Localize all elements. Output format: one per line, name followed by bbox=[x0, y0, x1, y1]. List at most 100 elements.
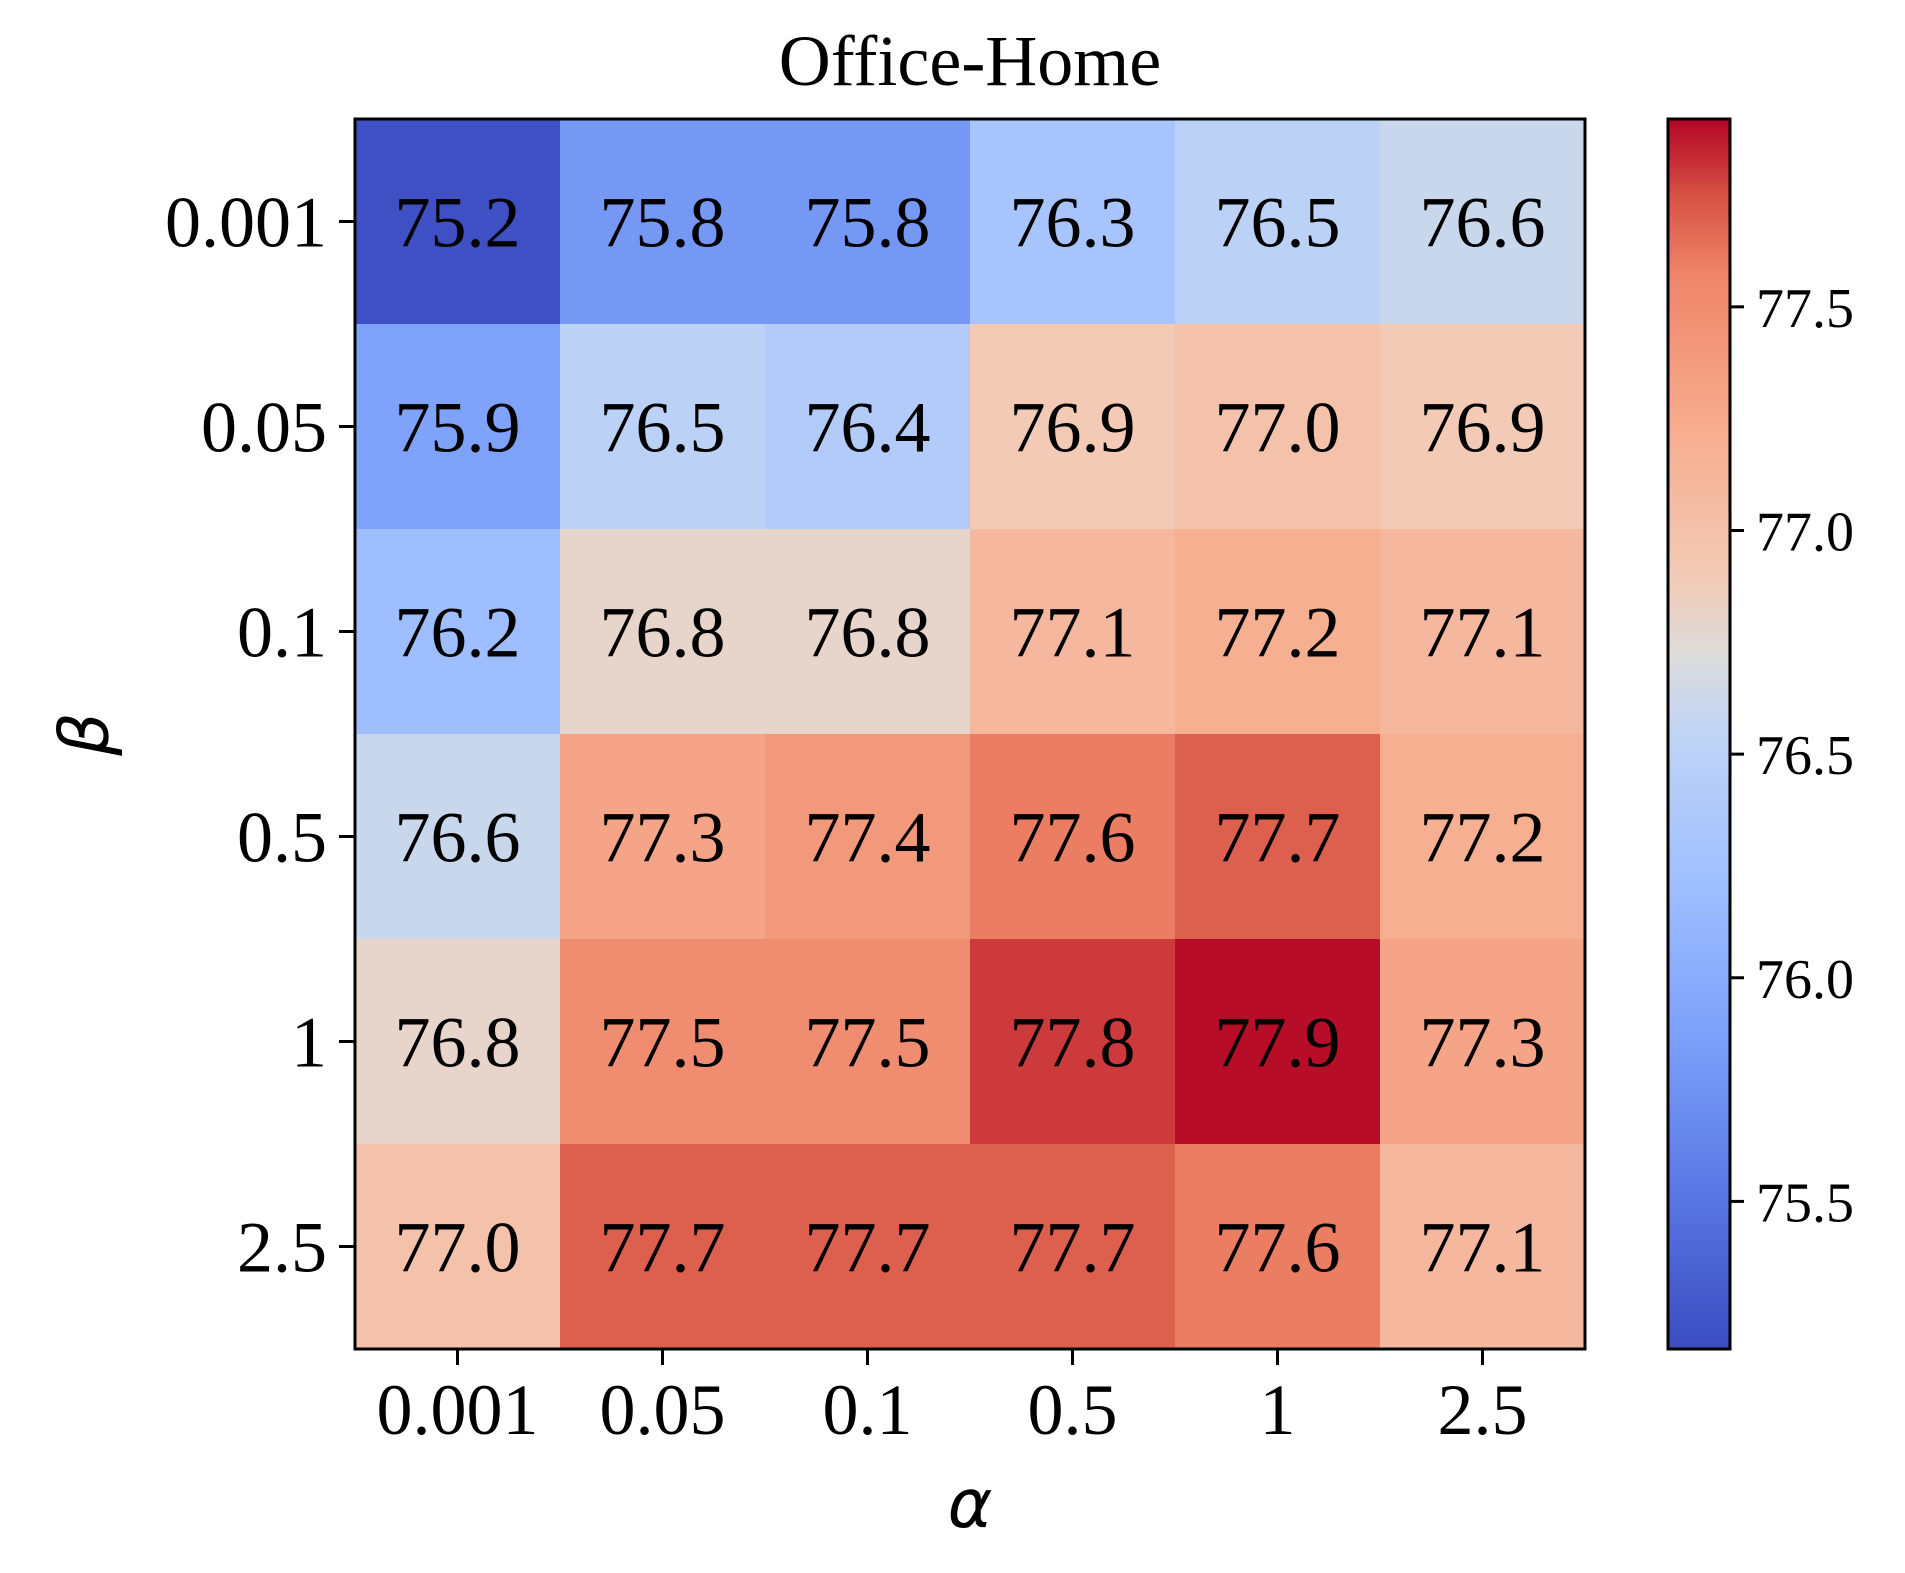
heatmap-cell bbox=[355, 119, 561, 325]
cell-value-label: 76.9 bbox=[1420, 388, 1546, 468]
chart-title: Office-Home bbox=[779, 21, 1162, 101]
x-tick-label: 2.5 bbox=[1438, 1370, 1528, 1450]
heatmap-cell bbox=[1175, 1144, 1381, 1350]
heatmap-cell bbox=[560, 939, 766, 1145]
heatmap-cell bbox=[1175, 734, 1381, 940]
colorbar-tick-label: 75.5 bbox=[1756, 1172, 1854, 1234]
heatmap-cell bbox=[970, 734, 1176, 940]
cell-value-label: 76.4 bbox=[805, 388, 931, 468]
colorbar-ticks: 75.5 76.0 76.5 77.0 77.5 bbox=[1730, 278, 1854, 1234]
heatmap-cell bbox=[970, 119, 1176, 325]
cell-value-label: 77.7 bbox=[1215, 798, 1341, 878]
cell-value-label: 77.1 bbox=[1010, 593, 1136, 673]
colorbar-tick-label: 77.0 bbox=[1756, 501, 1854, 563]
heatmap-cell bbox=[765, 1144, 971, 1350]
colorbar-tick-label: 77.5 bbox=[1756, 278, 1854, 340]
heatmap-cell bbox=[1175, 324, 1381, 530]
y-tick-label: 0.001 bbox=[165, 183, 327, 263]
cell-value-label: 77.0 bbox=[395, 1208, 521, 1288]
cell-value-label: 76.8 bbox=[805, 593, 931, 673]
heatmap-cell bbox=[560, 1144, 766, 1350]
x-tick-label: 0.001 bbox=[377, 1370, 539, 1450]
cell-value-label: 77.5 bbox=[805, 1003, 931, 1083]
heatmap-cell bbox=[1175, 529, 1381, 735]
cell-value-label: 75.8 bbox=[600, 183, 726, 263]
heatmap-cell bbox=[1380, 324, 1586, 530]
cell-value-label: 77.5 bbox=[600, 1003, 726, 1083]
heatmap-cell bbox=[765, 324, 971, 530]
heatmap-cell bbox=[355, 734, 561, 940]
heatmap-cell bbox=[1380, 529, 1586, 735]
x-tick-label: 1 bbox=[1260, 1370, 1296, 1450]
cell-value-label: 76.3 bbox=[1010, 183, 1136, 263]
plot-frame bbox=[353, 117, 1587, 1351]
heatmap-cell bbox=[970, 324, 1176, 530]
cell-value-label: 76.8 bbox=[395, 1003, 521, 1083]
x-axis-ticks: 0.001 0.05 0.1 0.5 1 2.5 bbox=[377, 1349, 1528, 1450]
cell-value-label: 76.6 bbox=[395, 798, 521, 878]
heatmap-cell bbox=[970, 529, 1176, 735]
x-tick-label: 0.1 bbox=[823, 1370, 913, 1450]
y-tick-label: 1 bbox=[291, 1003, 327, 1083]
colorbar bbox=[1666, 117, 1732, 1351]
cell-value-label: 77.0 bbox=[1215, 388, 1341, 468]
cell-value-label: 77.8 bbox=[1010, 1003, 1136, 1083]
heatmap-cell bbox=[560, 734, 766, 940]
cell-value-label: 77.4 bbox=[805, 798, 931, 878]
heatmap-cell bbox=[765, 529, 971, 735]
cell-value-label: 75.2 bbox=[395, 183, 521, 263]
cell-value-label: 75.9 bbox=[395, 388, 521, 468]
y-tick-label: 0.05 bbox=[201, 388, 327, 468]
heatmap-cell bbox=[355, 939, 561, 1145]
colorbar-tick-label: 76.0 bbox=[1756, 949, 1854, 1011]
heatmap-cell bbox=[970, 939, 1176, 1145]
cell-value-label: 76.5 bbox=[600, 388, 726, 468]
heatmap-cell bbox=[355, 1144, 561, 1350]
cell-value-label: 77.6 bbox=[1010, 798, 1136, 878]
y-tick-label: 0.1 bbox=[237, 593, 327, 673]
cell-value-label: 77.2 bbox=[1420, 798, 1546, 878]
heatmap-cell bbox=[765, 119, 971, 325]
cell-value-label: 77.6 bbox=[1215, 1208, 1341, 1288]
cell-value-label: 76.6 bbox=[1420, 183, 1546, 263]
heatmap-cell bbox=[560, 324, 766, 530]
heatmap-cell bbox=[1380, 1144, 1586, 1350]
heatmap-cell bbox=[560, 529, 766, 735]
heatmap-cell bbox=[970, 1144, 1176, 1350]
cell-value-label: 77.7 bbox=[1010, 1208, 1136, 1288]
cell-value-label: 77.9 bbox=[1215, 1003, 1341, 1083]
heatmap-cell bbox=[1175, 119, 1381, 325]
heatmap-cell bbox=[765, 939, 971, 1145]
cell-value-label: 77.7 bbox=[600, 1208, 726, 1288]
y-tick-label: 0.5 bbox=[237, 798, 327, 878]
x-axis-label: α bbox=[948, 1465, 993, 1544]
heatmap-cell bbox=[1380, 734, 1586, 940]
x-tick-label: 0.05 bbox=[600, 1370, 726, 1450]
cell-value-label: 77.3 bbox=[600, 798, 726, 878]
x-tick-label: 0.5 bbox=[1028, 1370, 1118, 1450]
heatmap-cell bbox=[355, 529, 561, 735]
y-axis-label: β bbox=[46, 712, 125, 756]
heatmap-cell bbox=[1380, 119, 1586, 325]
heatmap-cell bbox=[1380, 939, 1586, 1145]
heatmap-cell bbox=[355, 324, 561, 530]
cell-value-label: 76.5 bbox=[1215, 183, 1341, 263]
heatmap-cell bbox=[560, 119, 766, 325]
heatmap-cells bbox=[355, 119, 1586, 1350]
cell-value-label: 77.7 bbox=[805, 1208, 931, 1288]
cell-value-label: 76.2 bbox=[395, 593, 521, 673]
cell-value-label: 75.8 bbox=[805, 183, 931, 263]
y-tick-label: 2.5 bbox=[237, 1208, 327, 1288]
heatmap-cell-labels: 75.2 75.8 75.8 76.3 76.5 76.6 75.9 76.5 76.4 76.9… bbox=[395, 183, 1546, 1288]
cell-value-label: 76.9 bbox=[1010, 388, 1136, 468]
y-axis-ticks: 0.001 0.05 0.1 0.5 1 2.5 bbox=[165, 183, 355, 1288]
cell-value-label: 76.8 bbox=[600, 593, 726, 673]
cell-value-label: 77.3 bbox=[1420, 1003, 1546, 1083]
colorbar-tick-label: 76.5 bbox=[1756, 725, 1854, 787]
cell-value-label: 77.2 bbox=[1215, 593, 1341, 673]
cell-value-label: 77.1 bbox=[1420, 1208, 1546, 1288]
heatmap-cell bbox=[1175, 939, 1381, 1145]
heatmap-cell bbox=[765, 734, 971, 940]
cell-value-label: 77.1 bbox=[1420, 593, 1546, 673]
